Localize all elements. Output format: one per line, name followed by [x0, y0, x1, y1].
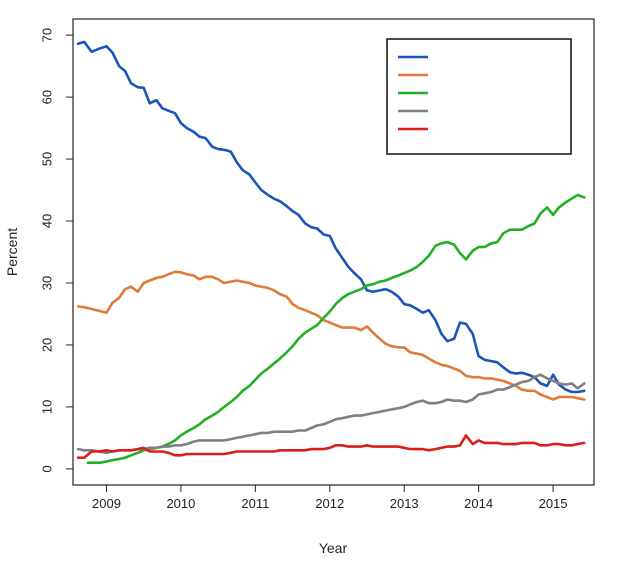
y-tick-label-4: 40	[40, 214, 55, 228]
legend	[386, 38, 572, 155]
series-line-2	[86, 193, 586, 465]
x-tick-label-3: 2012	[315, 496, 344, 511]
series-line-0	[76, 40, 586, 394]
x-tick-label-0: 2009	[92, 496, 121, 511]
series-line-3	[76, 373, 586, 455]
x-tick-label-1: 2010	[166, 496, 195, 511]
axes: 2009 2010 2011 2012 2013 2014 2015 0 10 20 30 40 50 6…	[40, 18, 595, 511]
y-tick-label-2: 20	[40, 338, 55, 352]
y-tick-label-7: 70	[40, 28, 55, 42]
x-axis-title: Year	[319, 540, 348, 556]
series-group	[76, 40, 586, 465]
x-tick-label-6: 2015	[539, 496, 568, 511]
y-tick-label-5: 50	[40, 152, 55, 166]
y-tick-label-6: 60	[40, 90, 55, 104]
x-tick-label-5: 2014	[464, 496, 493, 511]
plot-frame	[72, 18, 595, 486]
x-tick-label-2: 2011	[241, 496, 269, 511]
y-tick-label-0: 0	[40, 465, 55, 472]
y-tick-label-1: 10	[40, 400, 55, 414]
x-tick-label-4: 2013	[390, 496, 419, 511]
y-tick-label-3: 30	[40, 276, 55, 290]
series-line-1	[76, 270, 586, 401]
series-line-4	[76, 434, 586, 460]
y-axis-title: Percent	[4, 228, 20, 276]
